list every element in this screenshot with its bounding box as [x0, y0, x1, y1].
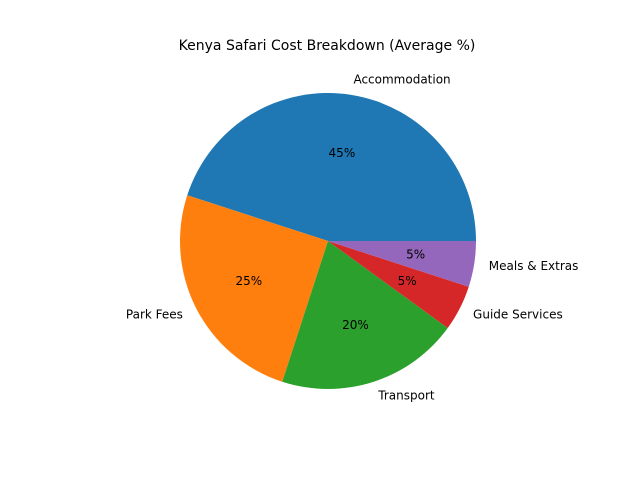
slice-label-accommodation: Accommodation	[353, 73, 450, 87]
category-labels: Accommodation Park Fees Transport Guide Ser…	[126, 73, 578, 403]
pct-label-transport: 20%	[342, 318, 369, 332]
pie-slice-transport	[282, 241, 448, 389]
pie-slice-guide-services	[328, 241, 469, 328]
pct-label-meals-extras: 5%	[406, 247, 425, 261]
pie-slice-accommodation	[187, 92, 476, 241]
slice-label-meals-extras: Meals & Extras	[489, 259, 579, 273]
chart-title: Kenya Safari Cost Breakdown (Average %)	[179, 38, 476, 54]
pct-label-park-fees: 25%	[236, 274, 263, 288]
pie-slices	[180, 92, 476, 389]
slice-label-transport: Transport	[377, 388, 435, 402]
percent-labels: 45% 25% 20% 5% 5%	[236, 146, 426, 332]
pie-slice-park-fees	[180, 195, 328, 382]
pie-slice-meals-extras	[328, 241, 476, 287]
pct-label-guide-services: 5%	[398, 274, 417, 288]
pct-label-accommodation: 45%	[329, 146, 356, 160]
slice-label-park-fees: Park Fees	[126, 307, 183, 321]
slice-label-guide-services: Guide Services	[473, 307, 563, 321]
